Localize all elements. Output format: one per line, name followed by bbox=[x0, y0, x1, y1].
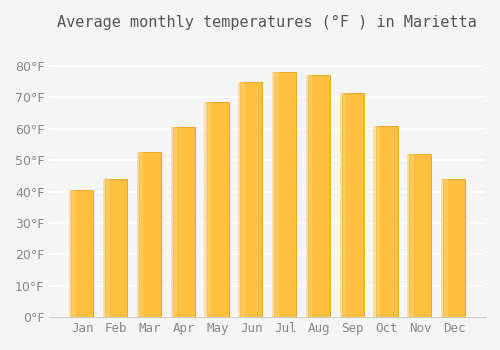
Bar bbox=[139, 152, 161, 317]
Bar bbox=[204, 102, 211, 317]
Bar bbox=[72, 190, 94, 317]
Bar bbox=[441, 179, 448, 317]
Bar bbox=[342, 93, 364, 317]
Bar bbox=[340, 93, 346, 317]
Bar bbox=[274, 72, 296, 317]
Bar bbox=[308, 76, 330, 317]
Bar bbox=[238, 82, 245, 317]
Bar bbox=[240, 82, 262, 317]
Bar bbox=[306, 76, 312, 317]
Bar bbox=[103, 179, 110, 317]
Title: Average monthly temperatures (°F ) in Marietta: Average monthly temperatures (°F ) in Ma… bbox=[58, 15, 477, 30]
Bar bbox=[173, 127, 195, 317]
Bar bbox=[374, 126, 380, 317]
Bar bbox=[410, 154, 432, 317]
Bar bbox=[69, 190, 76, 317]
Bar bbox=[407, 154, 414, 317]
Bar bbox=[272, 72, 278, 317]
Bar bbox=[376, 126, 398, 317]
Bar bbox=[206, 102, 229, 317]
Bar bbox=[137, 152, 143, 317]
Bar bbox=[170, 127, 177, 317]
Bar bbox=[105, 179, 127, 317]
Bar bbox=[443, 179, 465, 317]
